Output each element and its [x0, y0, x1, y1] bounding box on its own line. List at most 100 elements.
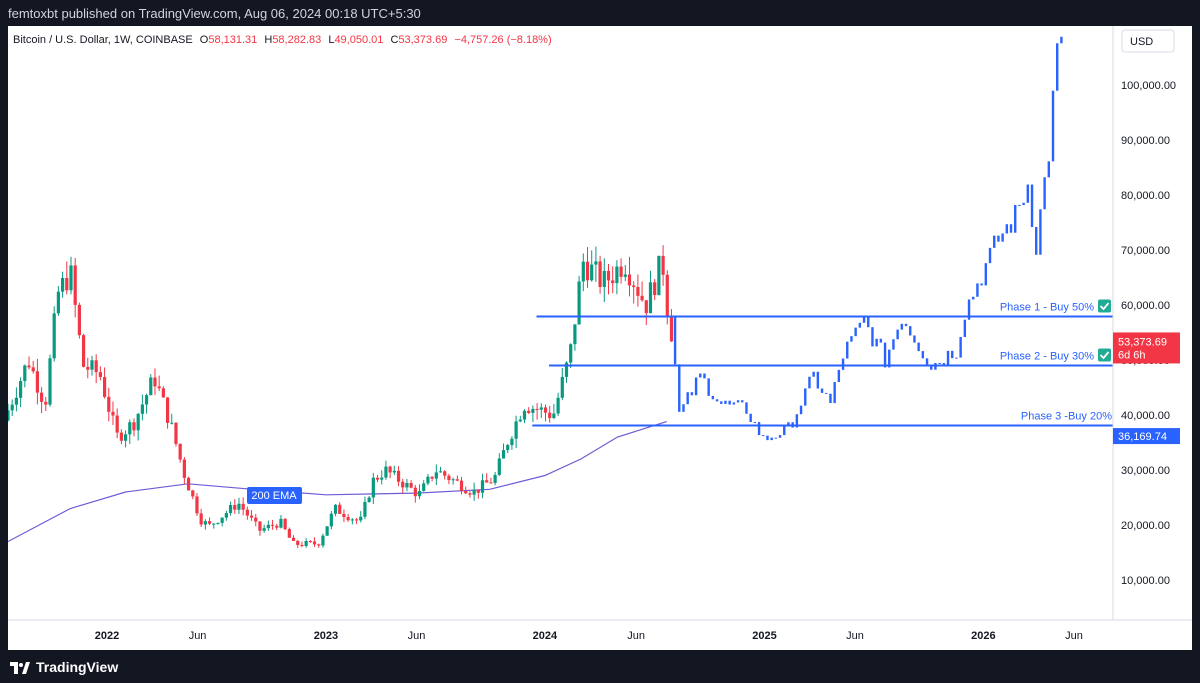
x-tick-label: Jun	[408, 630, 426, 642]
candle-body	[107, 396, 111, 412]
candle-body	[527, 410, 531, 413]
candle-body	[623, 274, 627, 277]
candle-body	[661, 255, 665, 275]
projection-bar	[858, 322, 862, 328]
candle-body	[10, 404, 14, 411]
candle-body	[619, 266, 623, 277]
candle-body	[56, 291, 60, 314]
candle-body	[186, 477, 191, 491]
candle-body	[31, 367, 35, 372]
price-chart[interactable]: Phase 1 - Buy 50% Phase 2 - Buy 30% Phase …	[6, 26, 1192, 650]
candle-body	[493, 474, 497, 483]
candle-body	[153, 377, 157, 387]
projection-bar	[988, 247, 992, 264]
x-tick-label: 2024	[533, 630, 558, 642]
candle-body	[501, 450, 506, 459]
candle-body	[640, 295, 644, 301]
candle-body	[543, 407, 548, 413]
candle-body	[207, 521, 212, 524]
high-label: H	[264, 34, 272, 46]
candle-body	[569, 344, 573, 363]
x-tick-label: Jun	[627, 630, 645, 642]
projection-bar	[955, 357, 958, 359]
level-lines: Phase 1 - Buy 50% Phase 2 - Buy 30% Phase …	[532, 299, 1113, 427]
candle-body	[598, 261, 602, 287]
currency-button[interactable]: USD	[1121, 29, 1175, 53]
candle-body	[329, 513, 333, 527]
projection-bar	[690, 392, 694, 396]
projection-bar	[816, 371, 820, 389]
projection-bar	[925, 358, 929, 365]
chart-panel[interactable]: Phase 1 - Buy 50% Phase 2 - Buy 30% Phase …	[6, 26, 1192, 650]
projection-bar	[799, 405, 803, 415]
projection-bar	[829, 393, 832, 404]
candle-body	[128, 422, 132, 435]
candle-body	[287, 529, 291, 538]
candle-body	[119, 432, 123, 441]
candle-body	[590, 264, 594, 281]
x-tick-label: 2025	[752, 630, 776, 642]
projection-bar	[904, 323, 908, 327]
candle-body	[182, 459, 186, 478]
time-axis[interactable]: 2022 Jun 2023 Jun 2024 Jun 2025 Jun 2026 Jun	[8, 619, 1192, 642]
candle-body	[665, 274, 669, 317]
candle-body	[443, 471, 447, 476]
candle-body	[178, 443, 182, 460]
y-tick-label: 20,000.00	[1121, 520, 1170, 532]
projection-bar	[976, 283, 979, 297]
candle-body	[363, 501, 367, 517]
projection-bar	[875, 338, 878, 347]
publish-info: femtoxbt published on TradingView.com, A…	[0, 0, 1200, 26]
projection-bar	[1009, 224, 1013, 233]
candle-body	[627, 274, 632, 286]
footer-brand: TradingView	[36, 658, 119, 675]
candle-body	[157, 386, 161, 389]
candle-body	[459, 480, 464, 492]
candle-body	[275, 525, 279, 528]
projection-bar	[1056, 43, 1059, 91]
candle-body	[241, 503, 245, 510]
projection-bar	[1035, 227, 1038, 255]
projection-bar	[959, 336, 962, 358]
projection-bar	[862, 317, 866, 323]
candle-body	[472, 489, 476, 495]
candle-body	[548, 412, 552, 418]
candle-body	[233, 505, 237, 510]
x-tick-label: 2023	[314, 630, 338, 642]
current-price: 53,373.69	[1118, 336, 1167, 348]
candle-body	[191, 490, 195, 497]
candle-body	[535, 408, 539, 410]
candle-body	[81, 335, 86, 367]
candle-body	[573, 324, 577, 345]
checkmark-icon	[1098, 348, 1111, 362]
projection-bar	[841, 358, 845, 370]
ema-200-line	[7, 421, 667, 543]
projection-bar	[682, 404, 685, 412]
candle-body	[434, 472, 438, 479]
projection-bar	[972, 296, 975, 300]
candle-body	[636, 287, 640, 296]
candle-body	[48, 358, 52, 405]
candle-body	[489, 482, 493, 484]
candle-body	[270, 524, 275, 526]
candle-body	[325, 526, 329, 536]
candle-body	[594, 261, 598, 265]
projection-bar	[930, 364, 933, 370]
projection-bar	[699, 373, 702, 378]
candle-body	[644, 300, 648, 314]
projection-bar	[795, 414, 799, 428]
projection-bar	[1047, 161, 1051, 178]
candle-body	[199, 513, 203, 525]
y-tick-label: 90,000.00	[1121, 135, 1170, 147]
y-tick-label: 70,000.00	[1121, 245, 1170, 257]
candle-body	[367, 497, 371, 502]
checkmark-icon	[1098, 299, 1111, 313]
candle-body	[401, 481, 405, 488]
candle-body	[174, 422, 178, 444]
candle-body	[396, 470, 401, 482]
price-axis[interactable]: 10,000.0020,000.0030,000.0040,000.0050,0…	[1112, 26, 1176, 620]
projection-bar	[1014, 205, 1017, 233]
plot-area[interactable]	[6, 36, 1063, 548]
projection-bar	[812, 371, 815, 377]
candle-body	[447, 475, 451, 481]
